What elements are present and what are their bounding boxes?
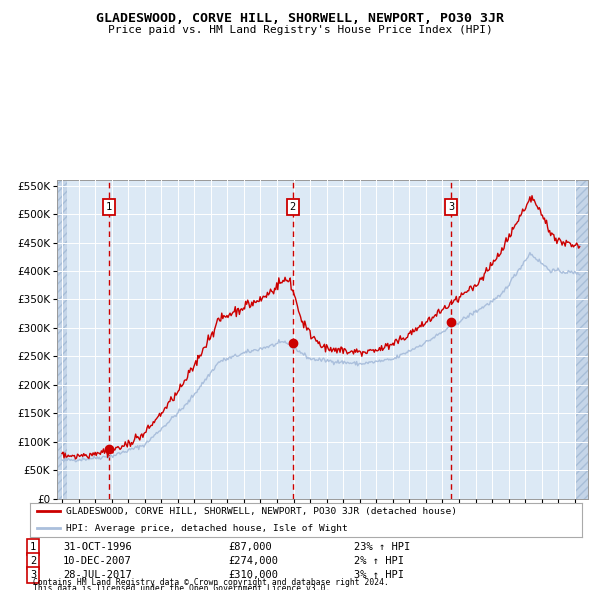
Text: 3% ↑ HPI: 3% ↑ HPI (354, 570, 404, 579)
Bar (577, 180, 588, 499)
Text: Contains HM Land Registry data © Crown copyright and database right 2024.: Contains HM Land Registry data © Crown c… (33, 578, 389, 587)
Text: 1: 1 (106, 202, 112, 212)
Text: 31-OCT-1996: 31-OCT-1996 (63, 542, 132, 552)
Text: This data is licensed under the Open Government Licence v3.0.: This data is licensed under the Open Gov… (33, 584, 331, 590)
Text: 2: 2 (289, 202, 296, 212)
Text: 23% ↑ HPI: 23% ↑ HPI (354, 542, 410, 552)
Text: 10-DEC-2007: 10-DEC-2007 (63, 556, 132, 566)
Text: 2: 2 (30, 556, 36, 566)
Text: 1: 1 (30, 542, 36, 552)
Text: £310,000: £310,000 (228, 570, 278, 579)
Text: 3: 3 (30, 570, 36, 579)
Text: GLADESWOOD, CORVE HILL, SHORWELL, NEWPORT, PO30 3JR: GLADESWOOD, CORVE HILL, SHORWELL, NEWPOR… (96, 12, 504, 25)
Text: £87,000: £87,000 (228, 542, 272, 552)
Text: 2% ↑ HPI: 2% ↑ HPI (354, 556, 404, 566)
Bar (57, 180, 67, 499)
Text: GLADESWOOD, CORVE HILL, SHORWELL, NEWPORT, PO30 3JR (detached house): GLADESWOOD, CORVE HILL, SHORWELL, NEWPOR… (66, 507, 457, 516)
Text: HPI: Average price, detached house, Isle of Wight: HPI: Average price, detached house, Isle… (66, 524, 347, 533)
Text: £274,000: £274,000 (228, 556, 278, 566)
Text: 3: 3 (448, 202, 454, 212)
Text: Price paid vs. HM Land Registry's House Price Index (HPI): Price paid vs. HM Land Registry's House … (107, 25, 493, 35)
Text: 28-JUL-2017: 28-JUL-2017 (63, 570, 132, 579)
